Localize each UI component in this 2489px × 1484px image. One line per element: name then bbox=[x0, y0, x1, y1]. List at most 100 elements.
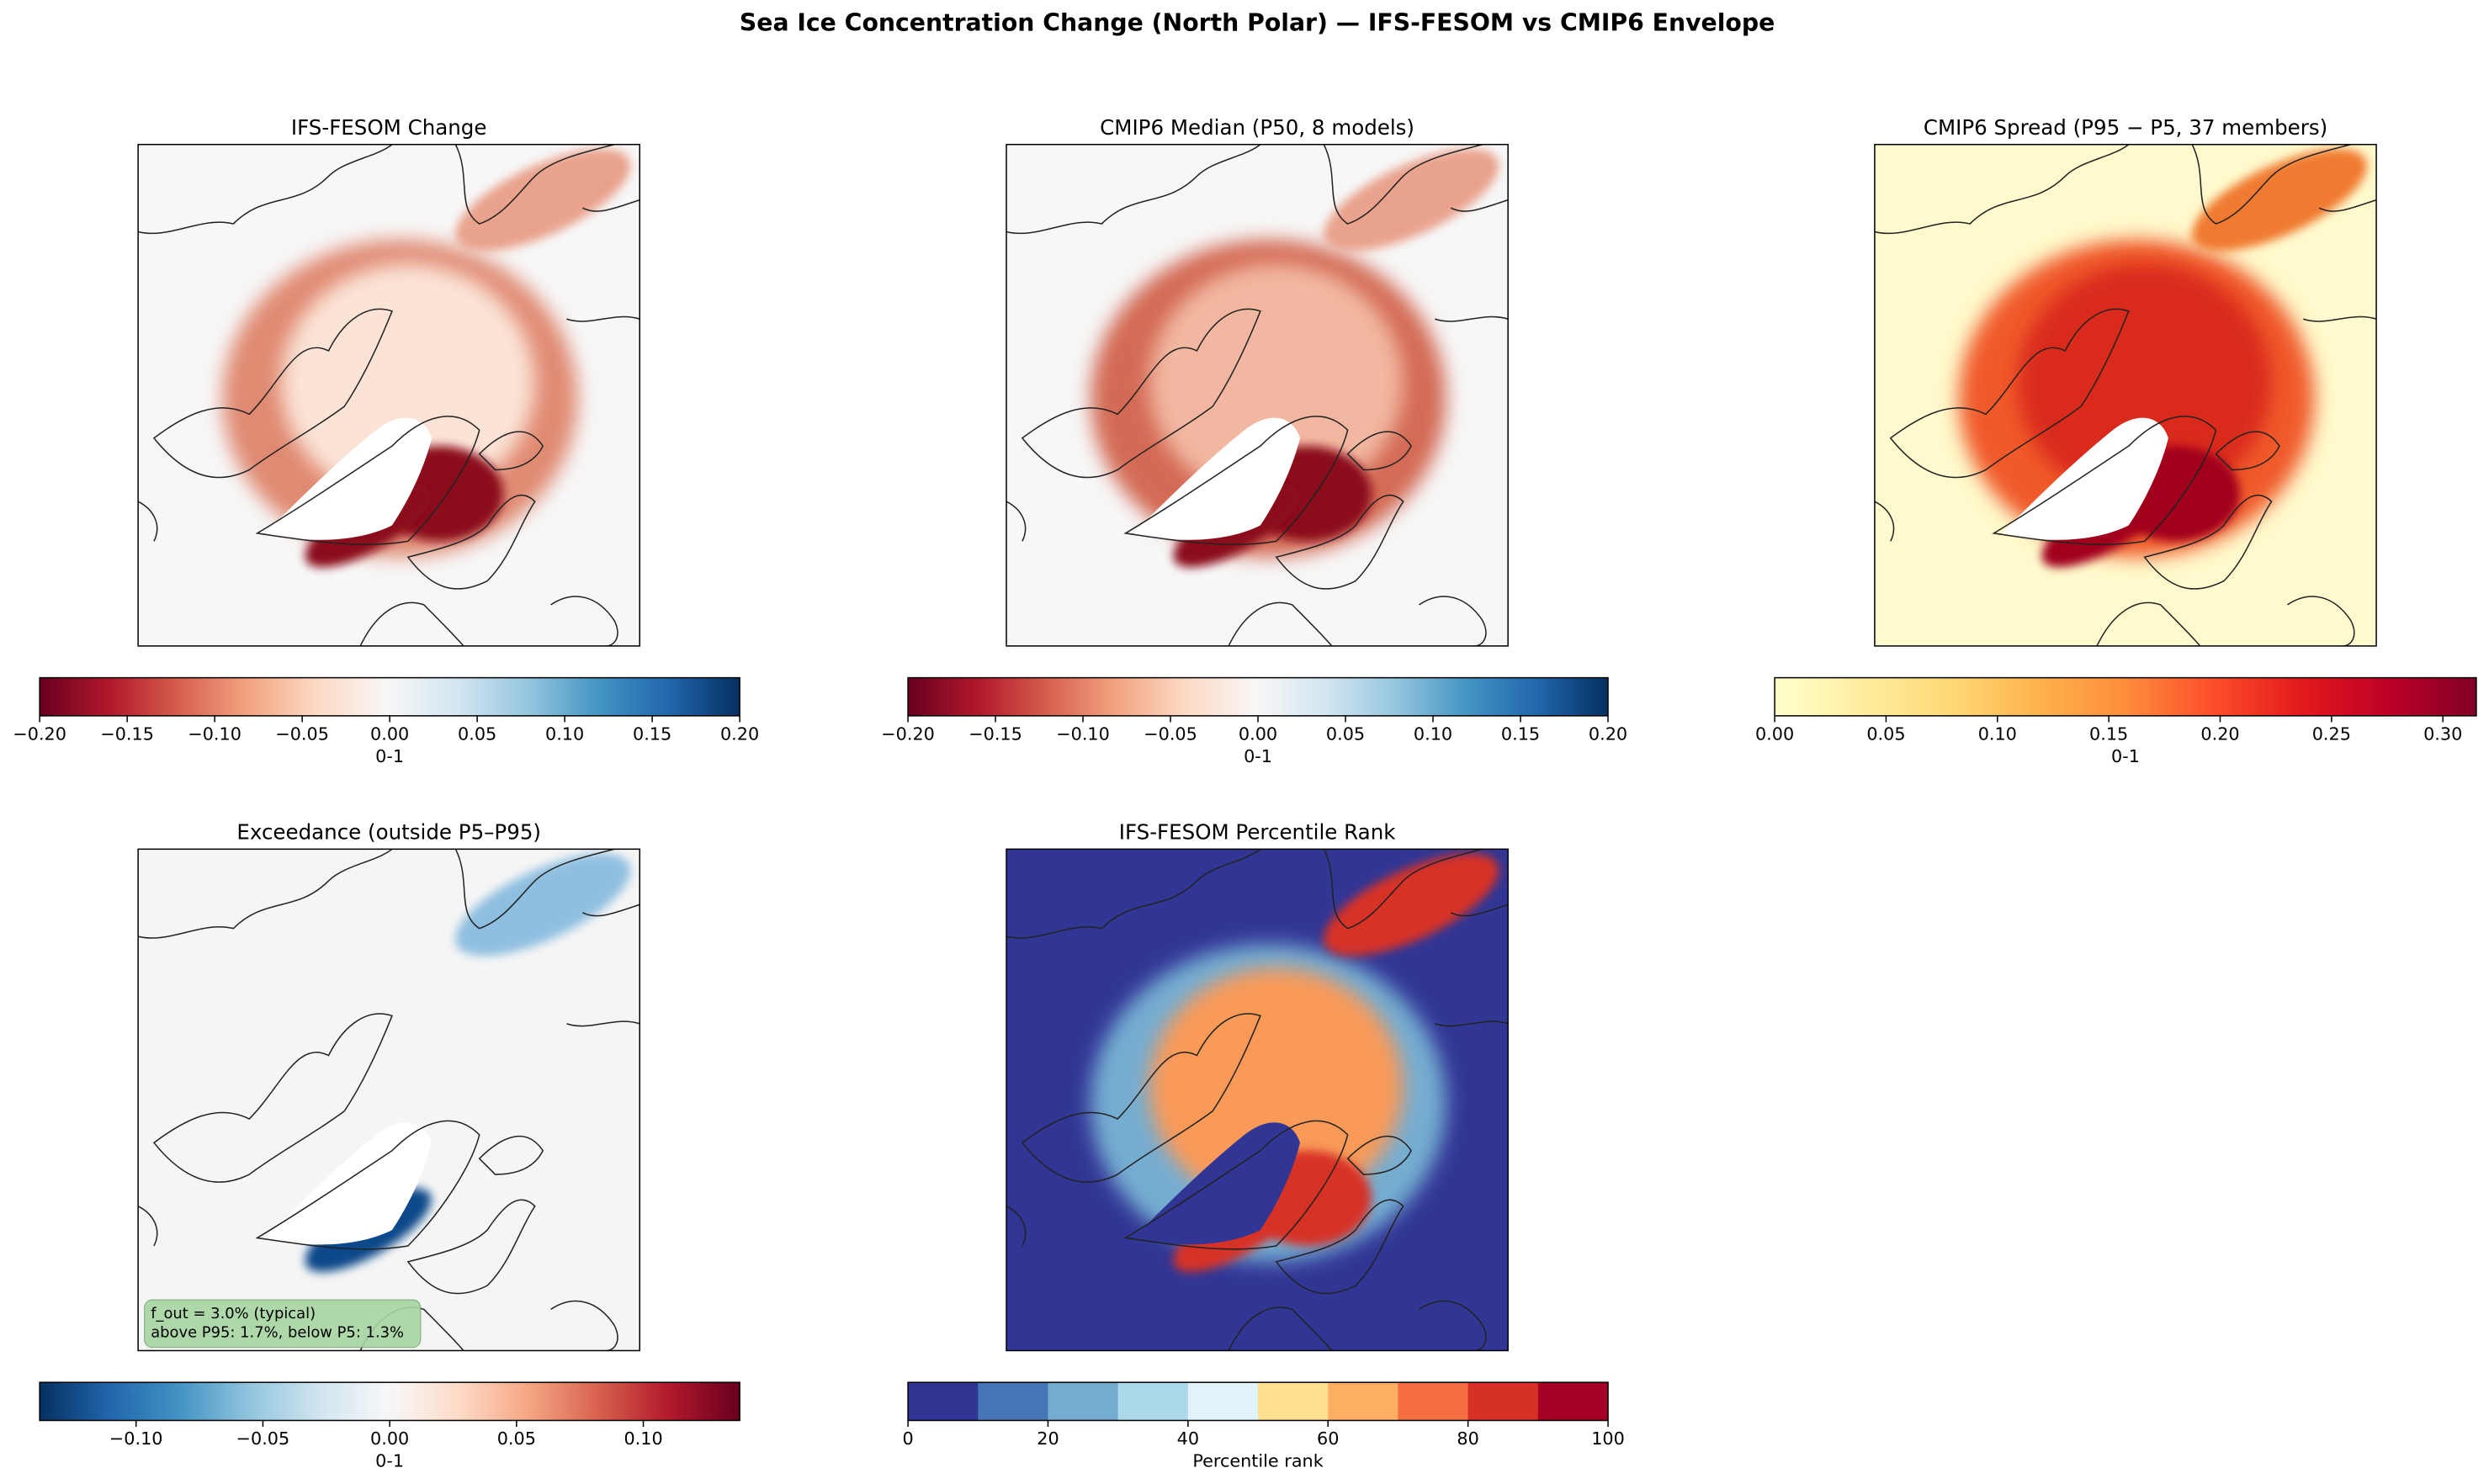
coastline bbox=[1123, 416, 1349, 546]
coastline bbox=[2303, 315, 2377, 322]
coastline bbox=[1123, 1120, 1349, 1250]
coastline bbox=[152, 1013, 393, 1183]
colorbar-tick-label: 0.00 bbox=[370, 1428, 409, 1449]
north-pacific bbox=[1324, 148, 1499, 252]
map-panel: IFS-FESOM Change bbox=[137, 115, 641, 647]
coastline bbox=[1435, 1020, 1509, 1027]
coastline bbox=[1275, 1199, 1404, 1295]
colorbar-label: Percentile rank bbox=[1192, 1451, 1323, 1471]
coastline bbox=[255, 1120, 480, 1250]
colorbar-tick-label: 80 bbox=[1457, 1428, 1478, 1449]
panel-title: CMIP6 Spread (P95 − P5, 37 members) bbox=[1924, 115, 2327, 140]
colorbar-tick-label: −0.15 bbox=[969, 724, 1022, 745]
colorbar-tick-label: 0.30 bbox=[2423, 724, 2462, 745]
coastline bbox=[2318, 199, 2377, 212]
coastline bbox=[1021, 1013, 1261, 1183]
colorbar-tick-label: 0.10 bbox=[1978, 724, 2017, 745]
map-panel: CMIP6 Median (P50, 8 models) bbox=[1006, 115, 1509, 647]
coastline bbox=[1874, 144, 2130, 235]
colorbar-tick-label: 0.00 bbox=[1239, 724, 1277, 745]
coastline bbox=[406, 494, 536, 590]
colorbar-label: 0-1 bbox=[375, 1451, 404, 1471]
colorbar-tick-label: 0.15 bbox=[633, 724, 671, 745]
colorbar-bin bbox=[1048, 1382, 1119, 1421]
coastline bbox=[454, 144, 615, 225]
map-panel: Exceedance (outside P5–P95) f_out = 3.0% … bbox=[137, 819, 641, 1352]
annotation-text: f_out = 3.0% (typical) bbox=[151, 1305, 316, 1322]
coastline bbox=[359, 602, 464, 646]
colorbar-tick-label: −0.20 bbox=[881, 724, 935, 745]
coastline bbox=[1435, 315, 1509, 322]
greenland bbox=[2001, 417, 2168, 540]
map-frame bbox=[1006, 143, 1509, 647]
colorbar-tick-label: −0.15 bbox=[100, 724, 154, 745]
coastline bbox=[582, 904, 640, 917]
colorbar-tick-label: 0.20 bbox=[1589, 724, 1627, 745]
greenland bbox=[265, 1122, 433, 1245]
map-field bbox=[1006, 144, 1509, 646]
coastline bbox=[1992, 416, 2217, 546]
map-field bbox=[138, 849, 640, 1351]
coastline bbox=[1323, 144, 1483, 225]
colorbar-bin bbox=[1258, 1382, 1329, 1421]
ice-interior bbox=[1149, 263, 1404, 502]
colorbar-tick-label: −0.20 bbox=[13, 724, 66, 745]
colorbar-tick-label: −0.10 bbox=[188, 724, 241, 745]
map-field bbox=[1874, 144, 2377, 646]
coastline bbox=[1889, 308, 2130, 479]
colorbar-tick-label: 0.25 bbox=[2312, 724, 2351, 745]
panel-title: CMIP6 Median (P50, 8 models) bbox=[1100, 115, 1414, 140]
colorbar-tick-label: 0 bbox=[902, 1428, 913, 1449]
coastline bbox=[1874, 501, 1895, 542]
colorbar-tick-label: 0.05 bbox=[458, 724, 496, 745]
coastline bbox=[1450, 199, 1509, 212]
coastline bbox=[2215, 431, 2280, 471]
coastline bbox=[1346, 431, 1412, 471]
colorbar-tick-label: −0.10 bbox=[1056, 724, 1110, 745]
map-panel: CMIP6 Spread (P95 − P5, 37 members) bbox=[1874, 115, 2377, 647]
coastline bbox=[550, 596, 618, 646]
colorbar-tick-label: 0.05 bbox=[497, 1428, 536, 1449]
greenland bbox=[1133, 417, 1301, 540]
colorbar-tick-label: 0.05 bbox=[1326, 724, 1365, 745]
coastline bbox=[138, 849, 393, 939]
colorbar-label: 0-1 bbox=[2111, 746, 2140, 766]
coastline bbox=[1419, 596, 1487, 646]
colorbar bbox=[908, 677, 1609, 716]
colorbar-tick-label: 0.10 bbox=[545, 724, 584, 745]
colorbar-bin bbox=[1117, 1382, 1189, 1421]
coastline bbox=[454, 849, 615, 930]
colorbar-tick-label: 40 bbox=[1177, 1428, 1199, 1449]
map-frame bbox=[137, 848, 641, 1352]
map-frame bbox=[1006, 848, 1509, 1352]
coastline bbox=[138, 1206, 158, 1247]
coastline bbox=[478, 1136, 544, 1175]
coastline bbox=[255, 416, 480, 546]
panel-title: IFS-FESOM Change bbox=[291, 115, 487, 140]
coastline bbox=[566, 1020, 640, 1027]
colorbar-bin bbox=[1187, 1382, 1259, 1421]
map-field bbox=[1006, 849, 1509, 1351]
colorbar-bin bbox=[1537, 1382, 1609, 1421]
map-field bbox=[138, 144, 640, 646]
greenland bbox=[265, 417, 433, 540]
colorbar-tick-label: 60 bbox=[1317, 1428, 1339, 1449]
colorbar-label: 0-1 bbox=[375, 746, 404, 766]
north-pacific bbox=[455, 148, 631, 252]
ice-interior bbox=[280, 263, 535, 502]
coastline bbox=[1346, 1136, 1412, 1175]
figure-title: Sea Ice Concentration Change (North Pola… bbox=[740, 8, 1775, 36]
colorbar-tick-label: 100 bbox=[1591, 1428, 1625, 1449]
coastline bbox=[1006, 501, 1027, 542]
coastline bbox=[566, 315, 640, 322]
map-panel: IFS-FESOM Percentile Rank bbox=[1006, 819, 1509, 1352]
colorbar-tick-label: 0.00 bbox=[370, 724, 409, 745]
colorbar-tick-label: 0.10 bbox=[1414, 724, 1452, 745]
ice-interior bbox=[2017, 263, 2272, 502]
coastline bbox=[138, 144, 393, 235]
colorbar-tick-label: 0.15 bbox=[2089, 724, 2128, 745]
coastline bbox=[1021, 308, 1261, 479]
north-pacific bbox=[1324, 853, 1499, 957]
